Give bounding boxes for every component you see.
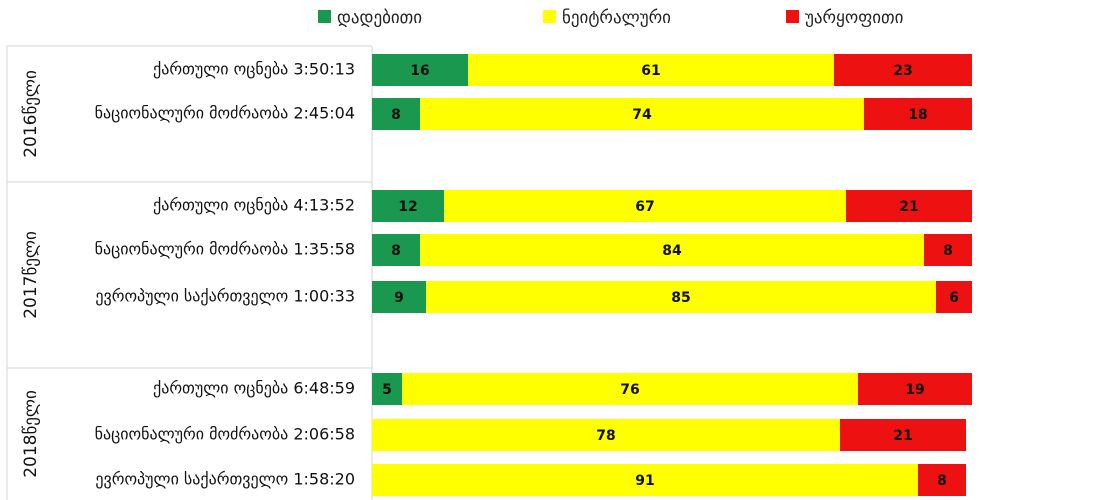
bar-segment-neutral [372,464,918,496]
data-label: 76 [620,382,639,398]
category-label: ქართული ოცნება 4:13:52 [153,196,355,215]
bar-segment-neutral [444,190,846,222]
category-label: ქართული ოცნება 3:50:13 [153,60,355,79]
bar-segment-negative [846,190,972,222]
data-label: 12 [398,199,417,215]
data-label: 91 [635,473,654,489]
data-label: 8 [937,473,947,489]
bar-segment-neutral [372,419,840,451]
data-label: 18 [908,107,927,123]
bar-segment-negative [936,281,972,313]
bar-segment-neutral [420,98,864,130]
legend-label-negative: უარყოფითი [805,8,903,28]
bar-segment-positive [372,54,468,86]
data-label: 19 [905,382,924,398]
data-label: 21 [893,428,912,444]
bar-segment-positive [372,281,426,313]
category-label: ნაციონალური მოძრაობა 1:35:58 [95,240,355,259]
data-label: 9 [394,290,404,306]
bar-segment-negative [840,419,966,451]
category-label: ევროპული საქართველო 1:58:20 [95,470,355,489]
group-label: 2017წელი [21,231,41,319]
bar-segment-negative [924,234,972,266]
bar-segment-positive [372,234,420,266]
bar-segment-neutral [426,281,936,313]
data-label: 5 [382,382,392,398]
bar-segment-positive [372,373,402,405]
data-label: 21 [899,199,918,215]
data-label: 16 [410,63,429,79]
data-label: 85 [671,290,690,306]
legend-swatch-positive [318,10,331,23]
data-label: 23 [893,63,912,79]
bar-segment-negative [864,98,972,130]
bar-segment-positive [372,190,444,222]
data-label: 78 [596,428,615,444]
category-label: ნაციონალური მოძრაობა 2:06:58 [95,425,355,444]
bars: 16 61 23 8 74 18 12 67 21 8 84 8 9 85 6 5 76 19 78 21 91 8 [372,54,972,496]
group-label: 2018წელი [21,390,41,478]
data-label: 8 [943,243,953,259]
category-label: ევროპული საქართველო 1:00:33 [95,287,355,306]
bar-segment-neutral [468,54,834,86]
legend-label-neutral: ნეიტრალური [562,8,671,28]
data-label: 74 [632,107,652,123]
group-label: 2016წელი [21,70,41,158]
bar-segment-negative [834,54,972,86]
bar-segment-neutral [420,234,924,266]
data-label: 8 [391,243,401,259]
legend-label-positive: დადებითი [337,8,422,28]
category-label: ნაციონალური მოძრაობა 2:45:04 [95,104,355,123]
bar-segment-neutral [402,373,858,405]
data-label: 67 [635,199,654,215]
chart-frame: 2016წელი ქართული ოცნება 3:50:13 ნაციონალურ… [6,45,373,500]
legend-swatch-neutral [543,10,556,23]
bar-segment-positive [372,98,420,130]
legend: დადებითი ნეიტრალური უარყოფითი [318,8,903,28]
data-label: 8 [391,107,401,123]
data-label: 84 [662,243,682,259]
category-label: ქართული ოცნება 6:48:59 [153,379,355,398]
data-label: 61 [641,63,660,79]
bar-segment-negative [918,464,966,496]
data-label: 6 [949,290,959,306]
legend-swatch-negative [786,10,799,23]
bar-segment-negative [858,373,972,405]
